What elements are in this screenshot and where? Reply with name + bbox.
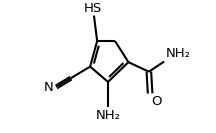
Text: NH₂: NH₂	[95, 109, 121, 122]
Text: O: O	[151, 95, 161, 108]
Text: HS: HS	[84, 2, 102, 15]
Text: N: N	[43, 81, 53, 93]
Text: NH₂: NH₂	[165, 47, 191, 60]
